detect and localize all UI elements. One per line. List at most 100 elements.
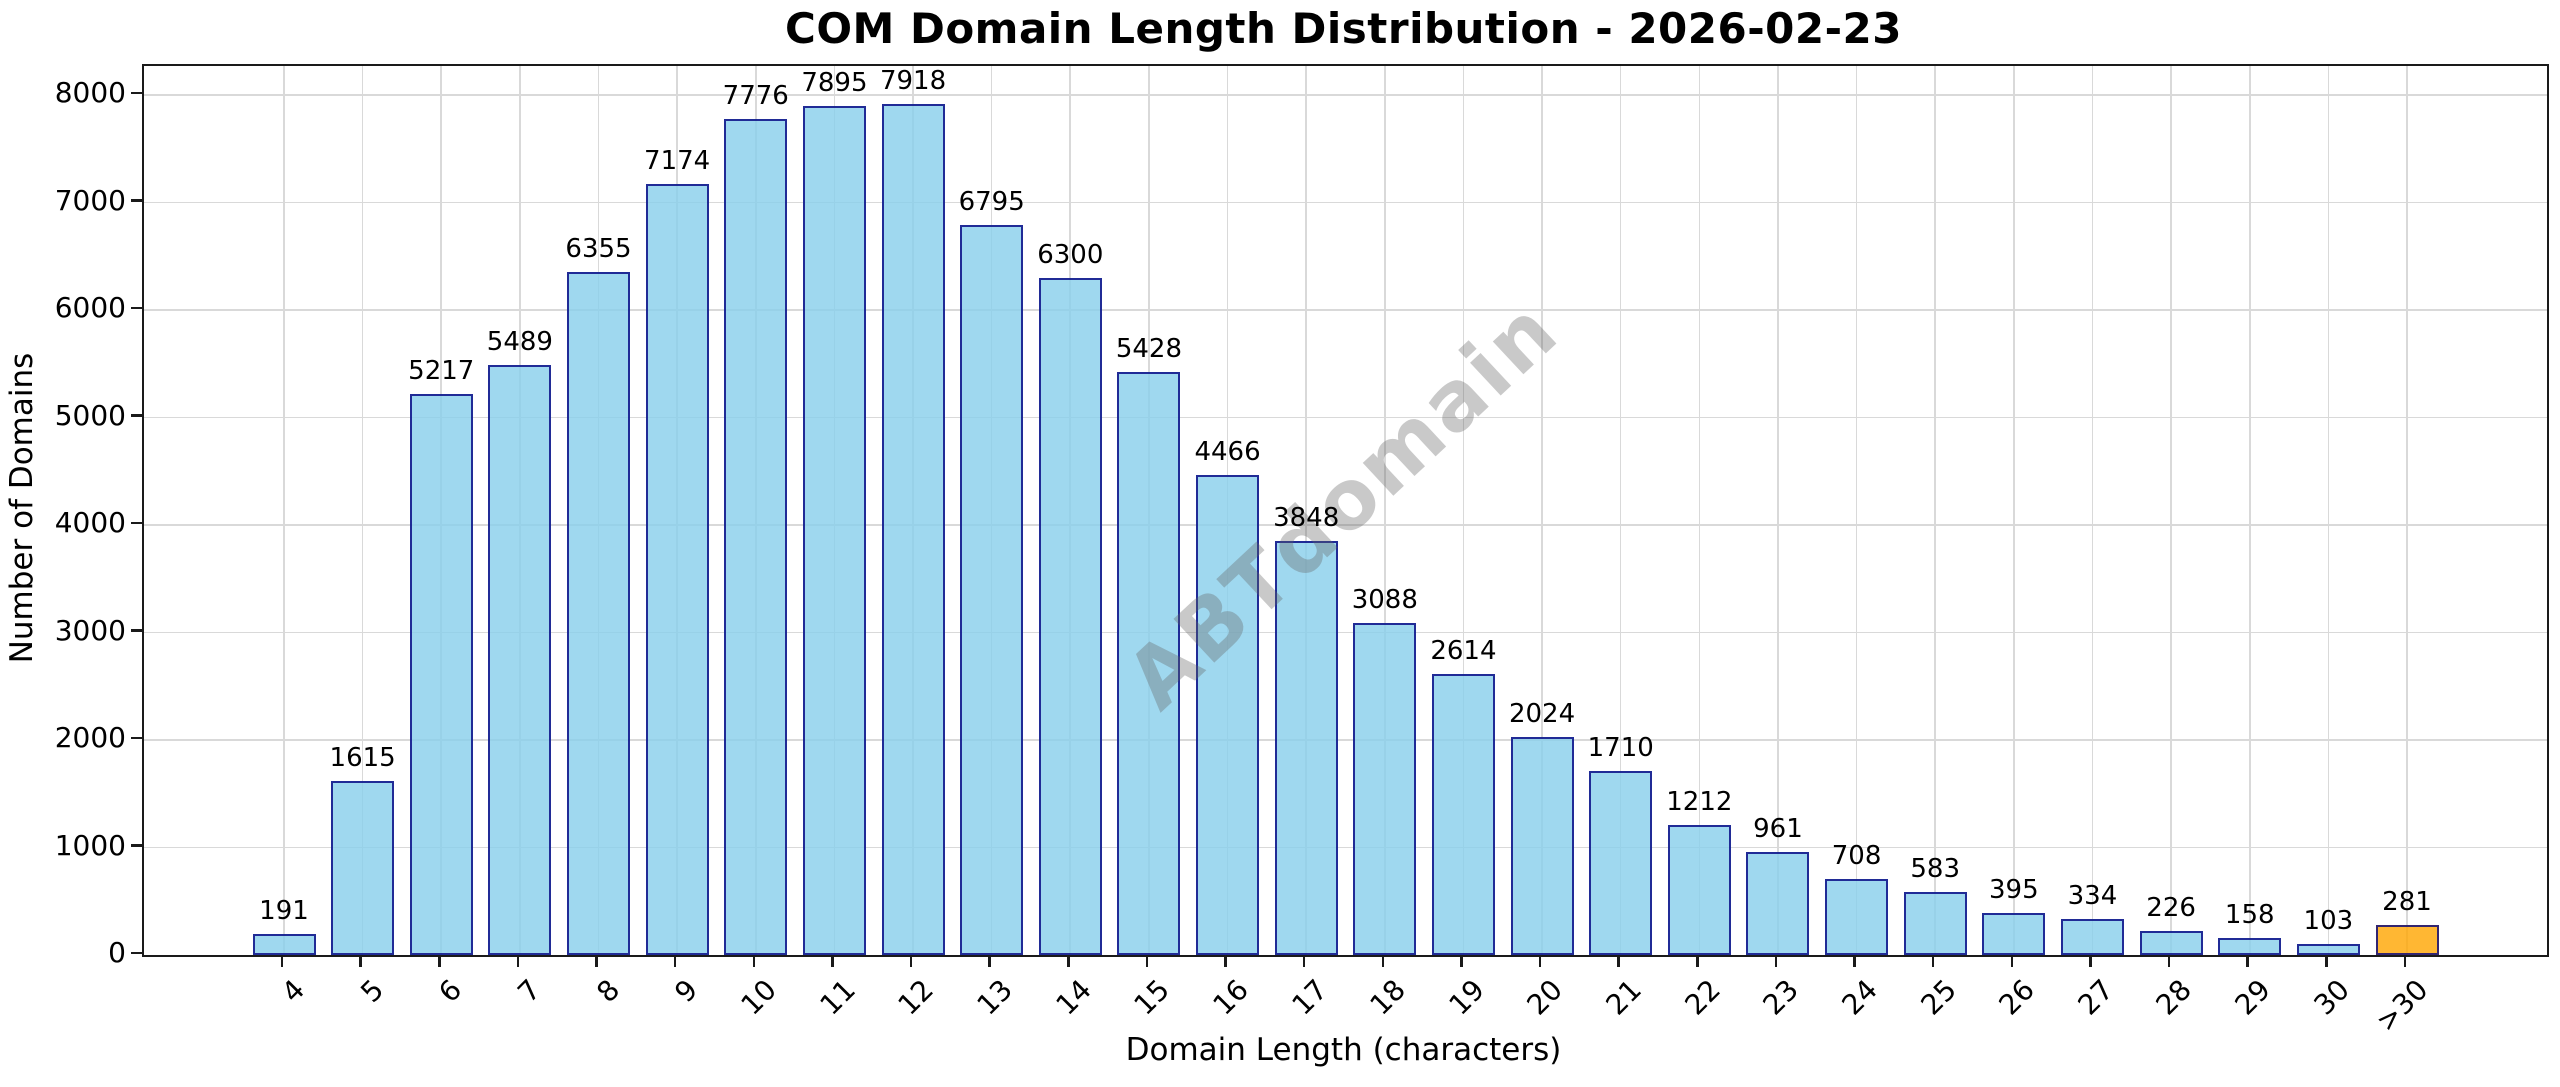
bar-value-label: 7174 xyxy=(644,145,711,176)
bar-value-label: 281 xyxy=(2382,886,2432,917)
gridline-vertical xyxy=(361,66,364,955)
x-tick-label: 29 xyxy=(2228,973,2278,1022)
x-tick-label: >30 xyxy=(2369,973,2435,1039)
x-tick-mark xyxy=(752,955,756,967)
x-tick-label: 25 xyxy=(1914,973,1963,1022)
x-tick-mark xyxy=(359,955,362,967)
x-tick-mark xyxy=(1302,955,1306,967)
x-tick-mark xyxy=(595,955,598,967)
bar-value-label: 583 xyxy=(1910,854,1961,885)
bar-value-label: 6300 xyxy=(1037,239,1104,270)
x-tick-mark xyxy=(1774,955,1778,967)
bar-value-label: 226 xyxy=(2146,892,2196,923)
x-tick-label: 6 xyxy=(432,973,469,1009)
gridline-vertical xyxy=(1305,66,1307,955)
x-tick-label: 10 xyxy=(734,973,784,1022)
y-tick-mark xyxy=(131,951,142,955)
bar-30 xyxy=(2296,943,2360,955)
bar-27 xyxy=(2060,919,2124,955)
x-tick-mark xyxy=(280,955,284,967)
gridline-horizontal xyxy=(144,94,2547,96)
gridline-vertical xyxy=(2248,66,2251,955)
bar-11 xyxy=(802,106,866,955)
x-tick-mark xyxy=(2167,955,2171,967)
x-tick-label: 14 xyxy=(1049,973,1098,1022)
bar-13 xyxy=(960,224,1024,955)
bar-25 xyxy=(1903,892,1967,955)
y-tick-label: 2000 xyxy=(54,721,126,754)
x-tick-label: 5 xyxy=(354,973,390,1009)
bar-value-label: 5489 xyxy=(486,326,553,357)
y-tick-label: 0 xyxy=(108,936,126,969)
bar-value-label: 334 xyxy=(2067,881,2118,912)
gridline-horizontal xyxy=(144,309,2547,311)
y-tick-label: 8000 xyxy=(54,76,126,110)
gridline-vertical xyxy=(2013,66,2015,955)
bar-6 xyxy=(409,394,473,955)
x-tick-label: 28 xyxy=(2149,973,2199,1022)
bar-value-label: 103 xyxy=(2303,905,2354,936)
x-tick-label: 13 xyxy=(970,973,1019,1022)
bar-4 xyxy=(252,934,316,955)
x-tick-label: 27 xyxy=(2071,973,2120,1022)
x-tick-mark xyxy=(1145,955,1149,967)
gridline-horizontal xyxy=(144,739,2547,741)
x-tick-mark xyxy=(1224,955,1227,967)
gridline-vertical xyxy=(1777,66,1779,955)
x-tick-label: 20 xyxy=(1520,973,1570,1022)
bar-21 xyxy=(1589,771,1653,955)
x-tick-mark xyxy=(1381,955,1385,967)
y-tick-label: 7000 xyxy=(54,183,126,217)
gridline-vertical xyxy=(1384,66,1386,955)
gridline-horizontal xyxy=(144,524,2547,526)
x-tick-label: 30 xyxy=(2307,973,2356,1022)
x-tick-mark xyxy=(2246,955,2249,967)
bar-value-label: 6795 xyxy=(958,186,1025,217)
gridline-vertical xyxy=(1855,66,1858,955)
gridline-vertical xyxy=(1462,66,1465,955)
bar-value-label: 2024 xyxy=(1508,699,1576,730)
x-tick-mark xyxy=(988,955,991,967)
y-tick-label: 1000 xyxy=(54,828,126,862)
bar-value-label: 191 xyxy=(259,896,309,927)
x-tick-label: 17 xyxy=(1284,973,1334,1022)
bar->30 xyxy=(2375,924,2439,955)
gridline-vertical xyxy=(1698,66,1701,955)
bar-12 xyxy=(881,103,945,955)
bar-value-label: 3848 xyxy=(1273,503,1340,534)
bar-value-label: 2614 xyxy=(1430,636,1497,666)
bar-14 xyxy=(1038,277,1102,955)
gridline-vertical xyxy=(2406,66,2408,955)
y-tick-mark xyxy=(131,414,142,417)
bar-19 xyxy=(1431,674,1495,955)
gridline-horizontal xyxy=(144,631,2547,634)
x-tick-label: 4 xyxy=(275,973,312,1009)
bar-9 xyxy=(645,183,709,955)
x-tick-label: 22 xyxy=(1678,973,1727,1022)
x-tick-mark xyxy=(516,955,520,967)
x-tick-label: 9 xyxy=(668,973,705,1009)
x-tick-label: 8 xyxy=(589,973,626,1009)
bar-20 xyxy=(1510,737,1574,955)
bar-value-label: 7918 xyxy=(879,65,947,96)
bar-value-label: 395 xyxy=(1989,874,2039,905)
x-tick-mark xyxy=(2325,955,2328,967)
bar-value-label: 4466 xyxy=(1194,436,1261,467)
x-tick-mark xyxy=(1538,955,1542,967)
x-tick-label: 16 xyxy=(1206,973,1255,1022)
gridline-vertical xyxy=(2327,66,2330,955)
x-tick-label: 7 xyxy=(511,973,548,1009)
gridline-vertical xyxy=(1541,66,1543,955)
x-tick-label: 24 xyxy=(1835,973,1884,1022)
bar-28 xyxy=(2139,930,2203,955)
gridline-vertical xyxy=(1619,66,1622,955)
bar-15 xyxy=(1117,371,1181,955)
x-tick-label: 23 xyxy=(1756,973,1806,1022)
x-tick-label: 26 xyxy=(1992,973,2042,1022)
bar-29 xyxy=(2218,938,2282,955)
bar-23 xyxy=(1746,851,1810,955)
bar-7 xyxy=(488,364,552,955)
bar-26 xyxy=(1982,912,2046,955)
x-tick-mark xyxy=(2010,955,2014,967)
